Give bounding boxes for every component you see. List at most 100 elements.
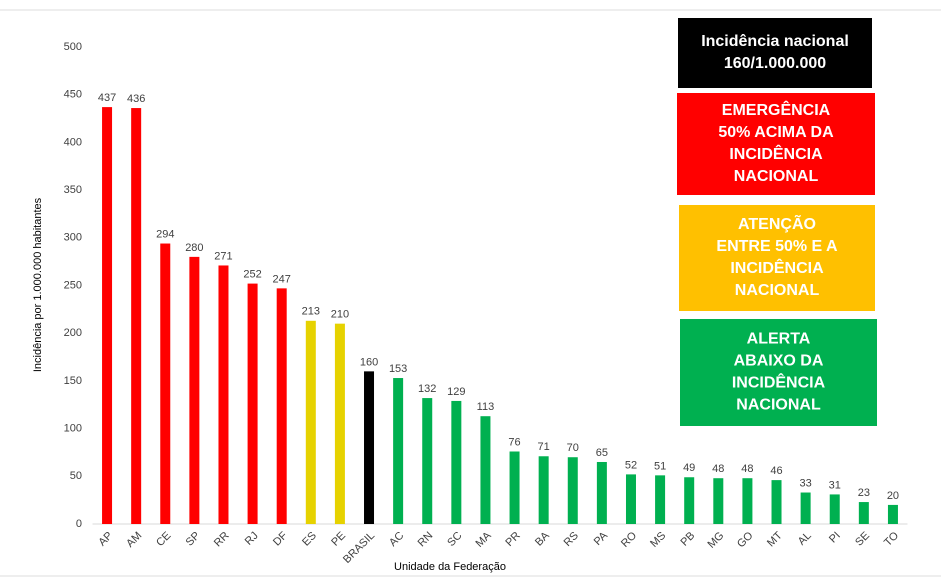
legend-box bbox=[679, 205, 875, 311]
value-label: 51 bbox=[654, 460, 666, 472]
bar bbox=[364, 371, 375, 524]
legend-text: Incidência nacional bbox=[701, 33, 849, 50]
bar bbox=[509, 451, 520, 524]
x-tick-label: TO bbox=[882, 529, 901, 548]
value-label: 20 bbox=[887, 490, 899, 502]
bar bbox=[189, 256, 200, 524]
x-tick-label: MA bbox=[473, 529, 494, 550]
x-tick-label: SC bbox=[445, 530, 464, 549]
x-tick-label: PI bbox=[827, 530, 843, 546]
bar bbox=[305, 320, 316, 524]
bar bbox=[829, 494, 840, 524]
x-tick-label: SE bbox=[853, 530, 872, 549]
legend-text: ABAIXO DA bbox=[734, 353, 824, 370]
value-label: 46 bbox=[770, 465, 782, 477]
y-tick-label: 350 bbox=[64, 184, 82, 196]
legend-text: ATENÇÃO bbox=[738, 213, 816, 233]
x-tick-label: RS bbox=[562, 530, 581, 549]
value-label: 213 bbox=[302, 306, 320, 318]
value-label: 113 bbox=[477, 401, 495, 413]
legend-text: INCIDÊNCIA bbox=[732, 373, 826, 392]
x-tick-label: RN bbox=[416, 530, 436, 550]
x-tick-label: AM bbox=[124, 530, 144, 550]
bar bbox=[102, 107, 113, 525]
value-label: 436 bbox=[127, 93, 145, 105]
x-tick-label: PA bbox=[592, 529, 611, 548]
x-tick-label: BA bbox=[533, 529, 552, 548]
bar bbox=[334, 323, 345, 524]
bar bbox=[422, 398, 433, 524]
bar bbox=[451, 400, 462, 524]
value-label: 76 bbox=[508, 436, 520, 448]
x-tick-label: GO bbox=[735, 529, 756, 550]
bar bbox=[567, 457, 578, 524]
bar bbox=[713, 478, 724, 524]
legend-text: 160/1.000.000 bbox=[724, 55, 826, 72]
legend-box bbox=[680, 319, 877, 426]
legend-text: NACIONAL bbox=[735, 282, 820, 299]
x-tick-label: MG bbox=[705, 530, 726, 551]
bar bbox=[247, 283, 258, 524]
x-tick-label: ES bbox=[300, 530, 319, 549]
value-label: 247 bbox=[273, 273, 291, 285]
y-tick-label: 100 bbox=[64, 423, 82, 435]
x-tick-label: PR bbox=[503, 530, 522, 549]
legend-text: INCIDÊNCIA bbox=[730, 258, 824, 277]
x-tick-label: RJ bbox=[243, 530, 261, 548]
x-tick-label: PB bbox=[679, 530, 698, 549]
value-label: 65 bbox=[596, 447, 608, 459]
x-tick-label: AC bbox=[387, 530, 406, 549]
x-tick-label: AL bbox=[796, 530, 814, 548]
y-tick-label: 300 bbox=[64, 232, 82, 244]
value-label: 129 bbox=[447, 386, 465, 398]
y-tick-label: 500 bbox=[64, 41, 82, 53]
x-tick-label: MS bbox=[648, 530, 668, 550]
legend-text: NACIONAL bbox=[734, 168, 819, 185]
bar bbox=[596, 461, 607, 524]
y-tick-label: 50 bbox=[70, 470, 82, 482]
bar bbox=[160, 243, 171, 525]
value-label: 70 bbox=[567, 442, 579, 454]
value-label: 132 bbox=[418, 383, 436, 395]
bar bbox=[800, 492, 811, 524]
bar bbox=[684, 477, 695, 524]
value-label: 48 bbox=[741, 463, 753, 475]
value-label: 271 bbox=[214, 250, 232, 262]
y-tick-label: 400 bbox=[64, 136, 82, 148]
value-label: 49 bbox=[683, 462, 695, 474]
value-label: 294 bbox=[156, 228, 174, 240]
bar bbox=[218, 265, 229, 524]
legend-text: ENTRE 50% E A bbox=[716, 238, 838, 255]
x-tick-label: SP bbox=[184, 530, 203, 549]
x-tick-label: MT bbox=[765, 529, 785, 549]
bar bbox=[393, 378, 404, 524]
bar bbox=[276, 288, 287, 524]
bar bbox=[480, 416, 491, 524]
x-tick-label: DF bbox=[271, 529, 290, 548]
x-tick-label: CE bbox=[154, 530, 173, 549]
value-label: 160 bbox=[360, 356, 378, 368]
legend-text: INCIDÊNCIA bbox=[729, 144, 823, 163]
bar bbox=[625, 474, 636, 524]
y-tick-label: 0 bbox=[76, 518, 82, 530]
value-label: 48 bbox=[712, 463, 724, 475]
value-label: 280 bbox=[185, 242, 203, 254]
bar bbox=[887, 504, 898, 524]
legend-text: NACIONAL bbox=[736, 397, 821, 414]
x-tick-label: PE bbox=[329, 530, 348, 549]
value-label: 252 bbox=[243, 268, 261, 280]
value-label: 210 bbox=[331, 309, 349, 321]
x-tick-label: RR bbox=[212, 530, 232, 550]
value-label: 33 bbox=[800, 477, 812, 489]
bar bbox=[538, 456, 549, 524]
value-label: 437 bbox=[98, 92, 116, 104]
y-tick-label: 150 bbox=[64, 375, 82, 387]
legend-box bbox=[677, 93, 875, 195]
value-label: 153 bbox=[389, 363, 407, 375]
bar bbox=[771, 480, 782, 524]
value-label: 31 bbox=[829, 479, 841, 491]
bar bbox=[858, 502, 869, 524]
x-tick-label: AP bbox=[96, 530, 115, 549]
x-tick-label: BRASIL bbox=[341, 530, 377, 566]
